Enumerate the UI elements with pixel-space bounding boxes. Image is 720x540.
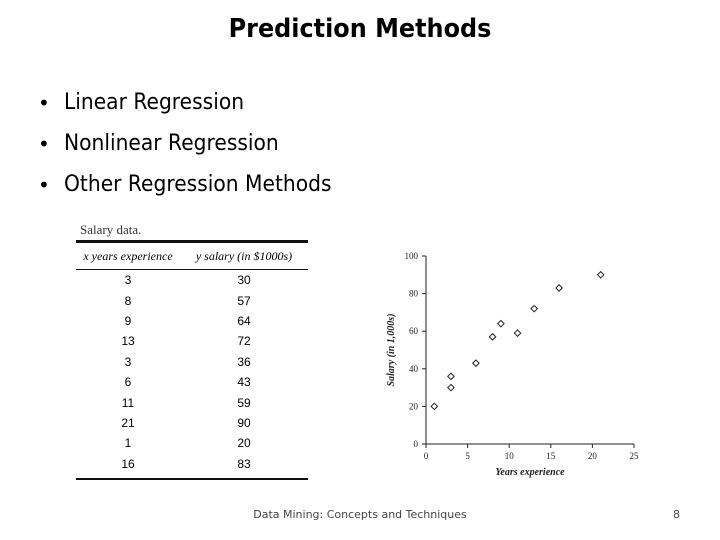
bullet-item: • Nonlinear Regression bbox=[38, 123, 355, 164]
table-row: 13 72 bbox=[76, 331, 308, 351]
bullet-item: • Linear Regression bbox=[38, 82, 355, 123]
slide-title: Prediction Methods bbox=[228, 14, 492, 44]
data-point bbox=[447, 372, 455, 381]
cell-y: 83 bbox=[237, 456, 251, 471]
table-body: 3 30 8 57 9 64 13 72 3 36 6 43 11 59 21 90 1 20 1… bbox=[76, 270, 308, 474]
bullet-icon: • bbox=[38, 131, 50, 156]
table-row: 21 90 bbox=[76, 413, 308, 433]
y-tick-label: 100 bbox=[405, 251, 419, 261]
cell-x: 3 bbox=[124, 354, 132, 369]
cell-x: 3 bbox=[124, 273, 132, 288]
column-header-y: y salary (in $1000s) bbox=[195, 248, 293, 263]
cell-y: 30 bbox=[237, 273, 251, 288]
cell-x: 16 bbox=[121, 456, 135, 471]
x-tick-label: 0 bbox=[424, 451, 429, 461]
bullet-text: Linear Regression bbox=[64, 89, 245, 115]
salary-table: Salary data. x years experience y salary… bbox=[76, 220, 308, 480]
cell-y: 57 bbox=[237, 293, 251, 308]
cell-y: 59 bbox=[237, 395, 251, 410]
slide-footer: Data Mining: Concepts and Techniques bbox=[253, 508, 467, 521]
table-row: 3 30 bbox=[76, 270, 308, 290]
table-bottom-rule bbox=[76, 477, 308, 480]
x-tick-label: 10 bbox=[505, 451, 515, 461]
data-point bbox=[430, 402, 439, 411]
data-point bbox=[596, 270, 605, 279]
table-row: 11 59 bbox=[76, 392, 308, 412]
bullet-icon: • bbox=[38, 172, 50, 197]
table-row: 8 57 bbox=[76, 290, 308, 310]
bullet-item: • Other Regression Methods bbox=[38, 164, 355, 205]
data-point bbox=[555, 284, 564, 292]
data-point bbox=[496, 319, 505, 328]
table-row: 9 64 bbox=[76, 311, 308, 331]
y-axis-label: Salary (in 1,000s) bbox=[386, 313, 397, 386]
x-axis-label: Years experience bbox=[495, 467, 565, 478]
bullet-list: • Linear Regression • Nonlinear Regressi… bbox=[38, 82, 355, 205]
data-point bbox=[530, 304, 539, 313]
cell-y: 90 bbox=[237, 415, 251, 430]
salary-scatter-plot: 0 5 10 15 20 25 0 20 40 60 80 100 Years experience Sa… bbox=[386, 251, 640, 478]
cell-x: 13 bbox=[121, 334, 135, 349]
x-tick-label: 5 bbox=[465, 451, 470, 461]
x-tick-label: 25 bbox=[630, 451, 640, 461]
bullet-icon: • bbox=[38, 90, 50, 115]
y-tick-label: 80 bbox=[409, 289, 419, 299]
data-point bbox=[488, 332, 497, 341]
cell-x: 21 bbox=[121, 415, 135, 430]
data-point bbox=[513, 329, 522, 337]
table-top-rule bbox=[76, 240, 308, 243]
column-header-x: x years experience bbox=[83, 248, 173, 263]
bullet-text: Other Regression Methods bbox=[64, 171, 332, 197]
bullet-text: Nonlinear Regression bbox=[64, 130, 279, 156]
y-tick-label: 40 bbox=[409, 364, 419, 374]
cell-y: 20 bbox=[237, 436, 251, 451]
cell-x: 1 bbox=[124, 436, 132, 451]
cell-x: 9 bbox=[124, 313, 132, 328]
table-header-row: x years experience y salary (in $1000s) bbox=[76, 243, 308, 270]
cell-x: 8 bbox=[124, 293, 132, 308]
data-point bbox=[472, 359, 480, 368]
cell-y: 43 bbox=[237, 375, 251, 390]
page-number: 8 bbox=[673, 508, 680, 521]
x-tick-label: 15 bbox=[546, 451, 556, 461]
y-tick-label: 60 bbox=[409, 326, 419, 336]
table-row: 3 36 bbox=[76, 352, 308, 372]
table-row: 16 83 bbox=[76, 454, 308, 474]
y-tick-label: 20 bbox=[409, 401, 419, 411]
table-row: 1 20 bbox=[76, 433, 308, 453]
cell-y: 64 bbox=[237, 313, 251, 328]
x-tick-label: 20 bbox=[588, 451, 598, 461]
data-point bbox=[447, 383, 455, 392]
cell-x: 11 bbox=[121, 395, 135, 410]
cell-x: 6 bbox=[124, 375, 132, 390]
cell-y: 36 bbox=[237, 354, 251, 369]
cell-y: 72 bbox=[237, 334, 251, 349]
table-caption: Salary data. bbox=[80, 222, 142, 237]
table-row: 6 43 bbox=[76, 372, 308, 392]
y-tick-label: 0 bbox=[414, 439, 419, 449]
